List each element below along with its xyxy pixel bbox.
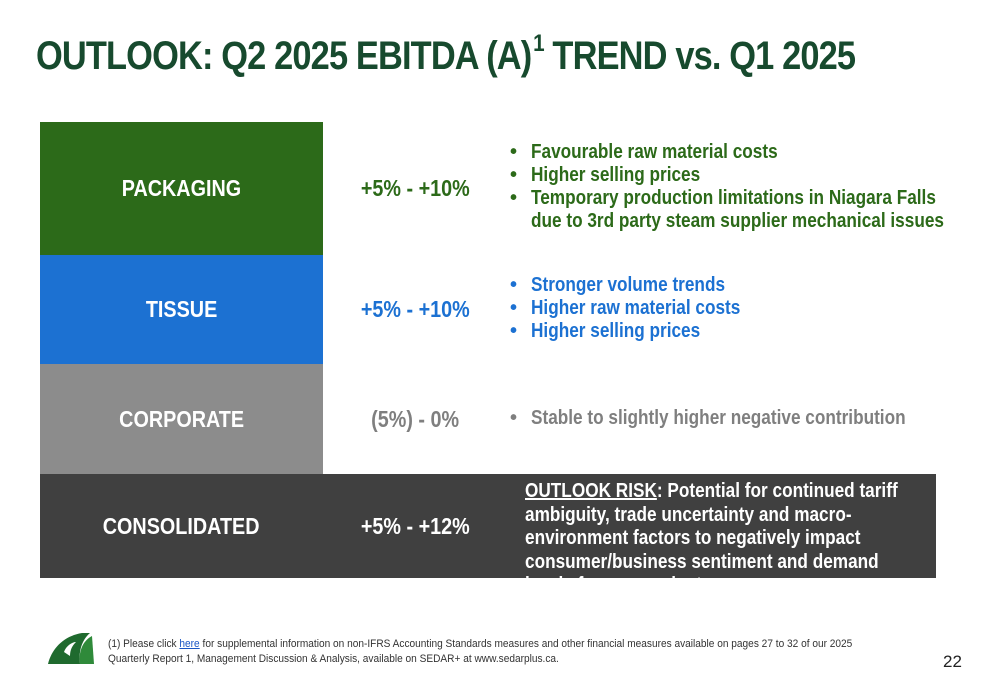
range-tissue: +5% - +10% bbox=[360, 296, 470, 322]
packaging-drivers-list: • Favourable raw material costs • Higher s… bbox=[508, 141, 1000, 233]
page-title: OUTLOOK: Q2 2025 EBITDA (A)1 TREND vs. Q… bbox=[36, 30, 856, 79]
company-logo-icon bbox=[48, 633, 94, 664]
tissue-drivers-list: • Stronger volume trends • Higher raw mate… bbox=[508, 274, 774, 343]
range-consolidated: +5% - +12% bbox=[360, 512, 470, 539]
list-item: • Favourable raw material costs bbox=[510, 141, 778, 163]
footnote-link[interactable]: here bbox=[179, 638, 200, 650]
list-item: • Temporary production limitations in Nia… bbox=[510, 187, 936, 209]
list-item: • Stable to slightly higher negative cont… bbox=[510, 407, 906, 429]
segment-label-packaging: PACKAGING bbox=[40, 122, 323, 255]
title-suffix: TREND vs. Q1 2025 bbox=[543, 34, 856, 78]
corporate-drivers-list: • Stable to slightly higher negative cont… bbox=[508, 407, 967, 430]
consolidated-bar bbox=[40, 474, 936, 578]
segment-label-consolidated: CONSOLIDATED bbox=[103, 512, 260, 539]
footnote: (1) Please click here for supplemental i… bbox=[108, 638, 853, 665]
page-number: 22 bbox=[943, 652, 962, 671]
range-corporate: (5%) - 0% bbox=[371, 405, 459, 432]
title-superscript: 1 bbox=[533, 30, 545, 57]
outlook-risk-body: : Potential for continued tariff ambigui… bbox=[525, 480, 898, 596]
list-item: • Higher selling prices bbox=[510, 164, 701, 186]
range-packaging: +5% - +10% bbox=[360, 175, 470, 201]
outlook-risk-text: OUTLOOK RISK: Potential for continued ta… bbox=[525, 480, 929, 598]
list-item-continuation: due to 3rd party steam supplier mechanic… bbox=[531, 210, 944, 232]
title-main: OUTLOOK: Q2 2025 EBITDA (A) bbox=[36, 34, 532, 78]
segment-label-tissue: TISSUE bbox=[40, 255, 323, 364]
list-item: • Higher selling prices bbox=[510, 320, 701, 342]
list-item: • Stronger volume trends bbox=[510, 274, 726, 296]
segment-label-corporate: CORPORATE bbox=[40, 364, 323, 474]
list-item: • Higher raw material costs bbox=[510, 297, 741, 319]
outlook-risk-heading: OUTLOOK RISK bbox=[525, 480, 657, 502]
